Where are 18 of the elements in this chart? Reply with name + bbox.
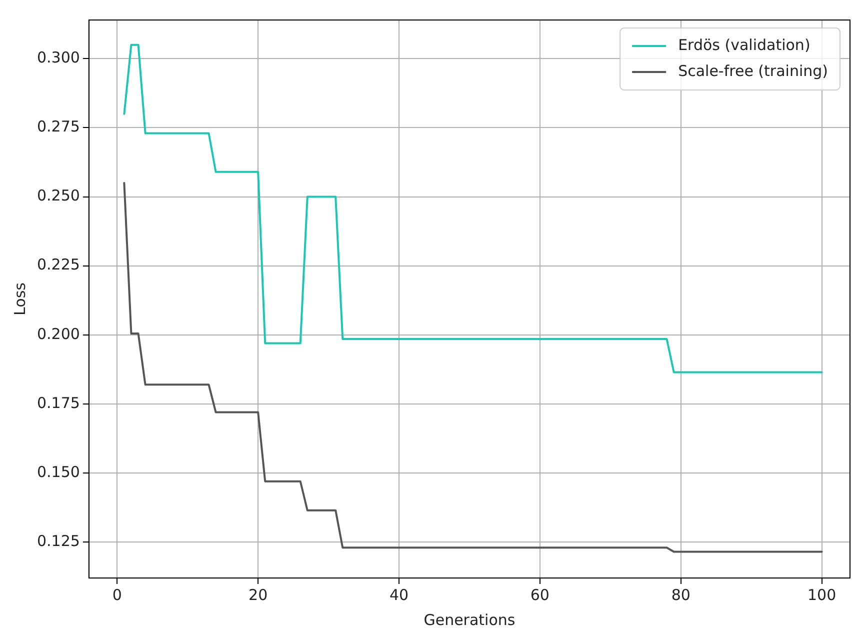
x-tick-label: 80 — [671, 586, 690, 604]
y-tick-label: 0.275 — [36, 118, 80, 136]
y-axis-title: Loss — [10, 282, 29, 316]
y-tick-label: 0.300 — [36, 48, 80, 67]
y-tick-label: 0.225 — [36, 256, 80, 274]
y-tick-label: 0.250 — [36, 186, 80, 205]
y-tick-label: 0.125 — [36, 532, 80, 550]
legend-label: Erdös (validation) — [678, 36, 810, 54]
x-tick-label: 40 — [389, 586, 409, 604]
y-tick-label: 0.150 — [36, 462, 80, 481]
legend-label: Scale-free (training) — [678, 62, 828, 80]
x-tick-label: 20 — [248, 586, 268, 604]
x-tick-label: 100 — [807, 586, 836, 604]
y-tick-label: 0.175 — [36, 394, 80, 412]
y-tick-label: 0.200 — [36, 324, 80, 343]
x-tick-label: 60 — [530, 586, 550, 604]
x-tick-label: 0 — [112, 586, 122, 604]
x-axis-title: Generations — [424, 610, 516, 629]
